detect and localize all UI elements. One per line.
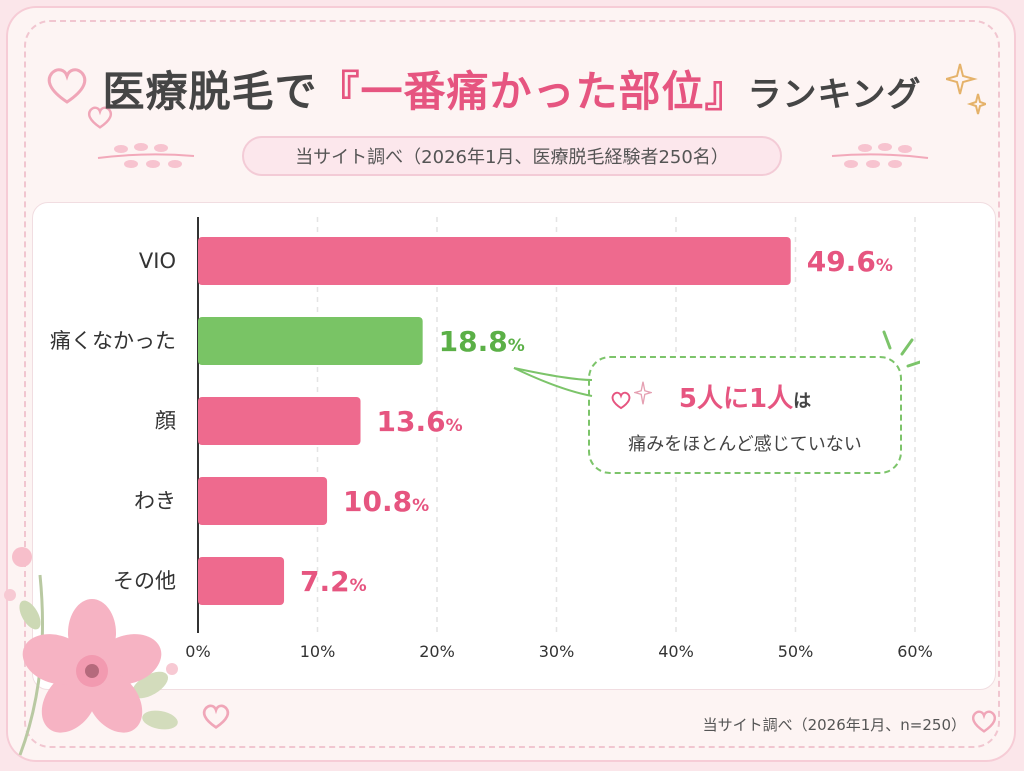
callout-box: 5人に1人は 痛みをほとんど感じていない xyxy=(588,356,902,474)
callout-subline: 痛みをほとんど感じていない xyxy=(628,434,862,455)
category-label: 痛くなかった xyxy=(50,329,176,353)
category-label: わき xyxy=(134,489,176,513)
bar xyxy=(198,317,423,365)
x-tick-label: 0% xyxy=(185,642,210,661)
callout-pointer xyxy=(513,330,920,397)
branch-icon xyxy=(97,143,195,168)
x-tick-label: 60% xyxy=(897,642,933,661)
bar xyxy=(198,237,791,285)
branch-icon xyxy=(831,143,929,168)
heart-icon xyxy=(47,68,87,104)
value-label: 10.8% xyxy=(343,485,429,518)
bar-chart: 0% 10% 20% 30% 40% 50% 60% VIO 49.6% 痛くなかった 18.8% 顔… xyxy=(50,217,933,661)
chart-panel: 0% 10% 20% 30% 40% 50% 60% VIO 49.6% 痛くなかった 18.8% 顔… xyxy=(32,202,996,690)
callout-particle: は xyxy=(793,391,812,412)
sparkle-icon xyxy=(946,63,986,115)
footer-note: 当サイト調べ（2026年1月、n=250） xyxy=(702,716,966,734)
sparkle-icon xyxy=(634,381,652,405)
callout-num1: 5 xyxy=(678,384,697,414)
x-tick-label: 40% xyxy=(658,642,694,661)
heart-icon xyxy=(971,710,997,733)
title-part1: 医療脱毛で xyxy=(102,67,318,116)
x-tick-label: 30% xyxy=(539,642,575,661)
dashed-border xyxy=(24,20,1000,748)
bar xyxy=(198,397,361,445)
x-tick-label: 10% xyxy=(300,642,336,661)
heart-icon xyxy=(202,704,230,729)
x-tick-label: 20% xyxy=(419,642,455,661)
category-label: その他 xyxy=(113,569,176,593)
flower-icon xyxy=(4,547,178,756)
bar xyxy=(198,557,285,605)
callout-word1: 人に xyxy=(696,384,749,414)
value-label: 7.2% xyxy=(300,565,367,598)
subtitle-text: 当サイト調べ（2026年1月、医療脱毛経験者250名） xyxy=(295,147,729,168)
value-label: 13.6% xyxy=(377,405,463,438)
subtitle-pill: 当サイト調べ（2026年1月、医療脱毛経験者250名） xyxy=(242,136,782,176)
value-label: 49.6% xyxy=(807,245,893,278)
bar xyxy=(198,477,328,525)
x-tick-label: 50% xyxy=(778,642,814,661)
value-label: 18.8% xyxy=(439,325,525,358)
category-label: 顔 xyxy=(155,409,176,433)
callout-headline: 5人に1人は xyxy=(590,378,900,415)
title-part2: ランキング xyxy=(747,75,922,115)
heart-icon xyxy=(87,106,113,129)
heart-icon xyxy=(611,391,631,410)
category-label: VIO xyxy=(139,249,176,273)
title-highlight: 『一番痛かった部位』 xyxy=(317,67,748,116)
callout-num2: 1 xyxy=(749,384,768,414)
callout-word2: 人 xyxy=(767,384,794,414)
page-title: 医療脱毛で『一番痛かった部位』ランキング xyxy=(0,58,1024,119)
